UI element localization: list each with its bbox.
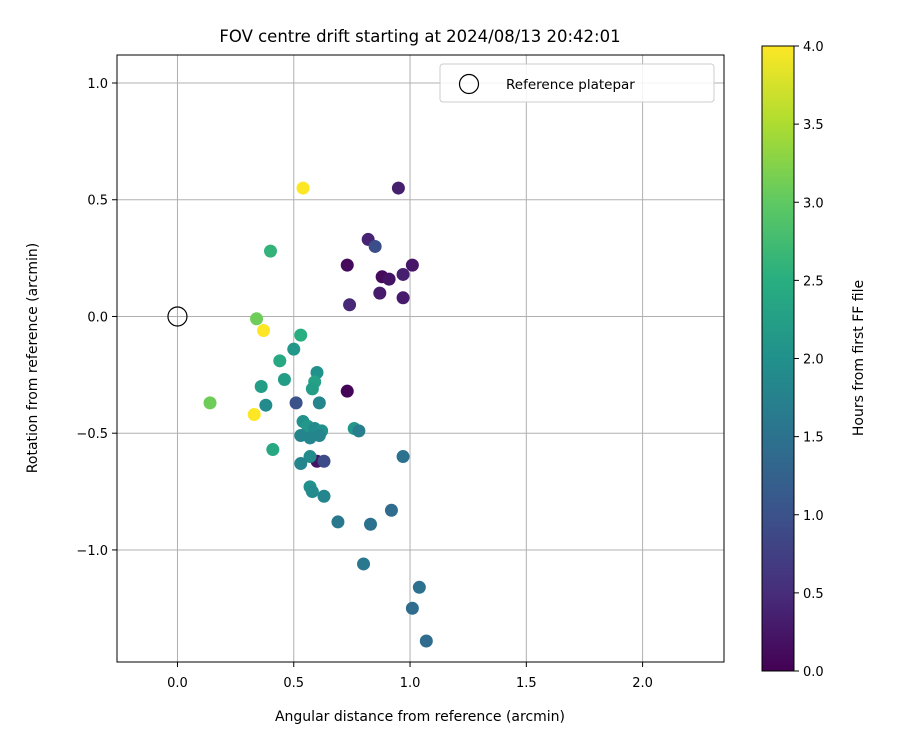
x-tick-label: 2.0 <box>632 676 653 691</box>
colorbar-ticks: 0.0 0.5 1.0 1.5 2.0 2.5 3.0 3.5 4.0 <box>794 40 824 680</box>
data-point <box>287 342 301 356</box>
grid-lines <box>117 55 724 662</box>
data-point <box>382 272 396 286</box>
legend-entry-label: Reference platepar <box>506 77 635 93</box>
y-tick-label: −1.0 <box>76 544 108 559</box>
data-point <box>331 515 345 529</box>
data-point <box>340 258 354 272</box>
data-points <box>203 181 433 648</box>
y-tick-label: 1.0 <box>87 77 108 92</box>
y-tick-label: 0.5 <box>87 194 108 209</box>
data-point <box>259 398 273 412</box>
colorbar-tick-label: 3.0 <box>803 196 824 211</box>
data-point <box>391 181 405 195</box>
data-point <box>266 443 280 457</box>
chart-title: FOV centre drift starting at 2024/08/13 … <box>219 27 620 46</box>
data-point <box>305 382 319 396</box>
data-point <box>343 298 357 312</box>
x-tick-label: 0.0 <box>167 676 188 691</box>
y-tick-label: −0.5 <box>76 427 108 442</box>
x-axis-label: Angular distance from reference (arcmin) <box>275 709 565 725</box>
data-point <box>396 267 410 281</box>
data-point <box>257 323 271 337</box>
data-point <box>250 312 264 326</box>
data-point <box>405 258 419 272</box>
legend: Reference platepar <box>439 63 715 103</box>
data-point <box>357 557 371 571</box>
legend-box <box>439 63 715 103</box>
colorbar-label: Hours from first FF file <box>851 280 867 436</box>
data-point <box>405 601 419 615</box>
colorbar-tick-label: 3.5 <box>803 118 824 133</box>
data-point <box>312 396 326 410</box>
colorbar-tick-label: 4.0 <box>803 40 824 55</box>
x-tick-label: 0.5 <box>283 676 304 691</box>
data-point <box>317 454 331 468</box>
data-point <box>352 424 366 438</box>
y-axis-ticks: 1.0 0.5 0.0 −0.5 −1.0 <box>76 77 117 559</box>
y-axis-label: Rotation from reference (arcmin) <box>25 243 41 473</box>
data-point <box>303 450 317 464</box>
data-point <box>296 181 310 195</box>
data-point <box>294 457 308 471</box>
reference-point-marker <box>167 306 188 327</box>
data-point <box>273 354 287 368</box>
data-point <box>289 396 303 410</box>
data-point <box>305 485 319 499</box>
data-point <box>317 489 331 503</box>
data-point <box>340 384 354 398</box>
colorbar-tick-label: 0.0 <box>803 665 824 680</box>
data-point <box>396 450 410 464</box>
x-tick-label: 1.0 <box>400 676 421 691</box>
colorbar-tick-label: 1.5 <box>803 431 824 446</box>
colorbar-tick-label: 2.0 <box>803 353 824 368</box>
x-axis-ticks: 0.0 0.5 1.0 1.5 2.0 <box>167 662 653 691</box>
data-point <box>396 291 410 305</box>
x-tick-label: 1.5 <box>516 676 537 691</box>
data-point <box>363 517 377 531</box>
data-point <box>294 328 308 342</box>
data-point <box>203 396 217 410</box>
y-tick-label: 0.0 <box>87 310 108 325</box>
data-point <box>277 373 291 387</box>
plot-frame <box>116 54 725 663</box>
data-point <box>419 634 433 648</box>
data-point <box>384 503 398 517</box>
data-point <box>373 286 387 300</box>
colorbar-tick-label: 1.0 <box>803 509 824 524</box>
colorbar-tick-label: 2.5 <box>803 274 824 289</box>
data-point <box>263 244 277 258</box>
colorbar-tick-label: 0.5 <box>803 587 824 602</box>
colorbar <box>761 45 795 672</box>
data-point <box>247 408 261 422</box>
legend-reference-marker <box>458 73 480 95</box>
data-point <box>412 580 426 594</box>
reference-marker-layer <box>167 306 188 327</box>
data-point <box>254 380 268 394</box>
data-point <box>312 429 326 443</box>
data-point <box>368 239 382 253</box>
